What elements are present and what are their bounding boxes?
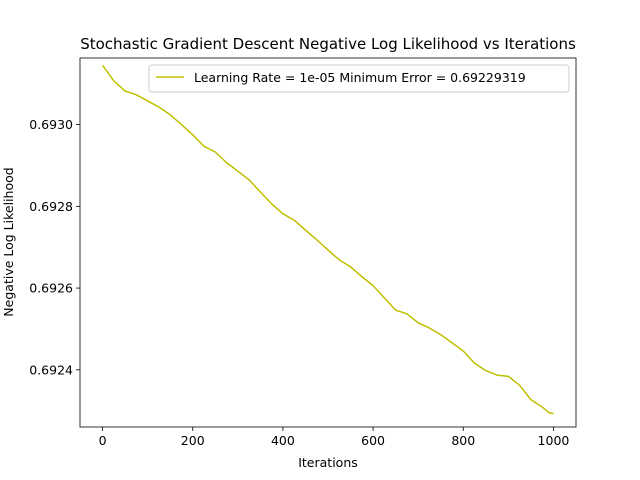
x-tick-label: 200 [181, 433, 205, 448]
y-tick-label: 0.6930 [29, 117, 73, 132]
chart-title: Stochastic Gradient Descent Negative Log… [80, 35, 576, 53]
x-tick-label: 600 [361, 433, 385, 448]
plot-area [79, 57, 577, 428]
series-line [101, 64, 554, 415]
legend: Learning Rate = 1e-05 Minimum Error = 0.… [148, 64, 570, 93]
x-tick-label: 400 [271, 433, 295, 448]
y-tick-label: 0.6928 [29, 199, 73, 214]
x-axis-ticks: 0 200 400 600 800 1000 [99, 427, 570, 448]
legend-entry-label: Learning Rate = 1e-05 Minimum Error = 0.… [194, 70, 526, 85]
x-tick-label: 0 [99, 433, 107, 448]
legend-box [148, 64, 570, 93]
y-tick-label: 0.6926 [29, 281, 73, 296]
y-tick-label: 0.6924 [29, 362, 73, 377]
axes-frame [79, 57, 577, 428]
y-axis-label: Negative Log Likelihood [1, 167, 16, 316]
x-tick-label: 800 [451, 433, 475, 448]
x-tick-label: 1000 [538, 433, 570, 448]
y-axis-ticks: 0.6924 0.6926 0.6928 0.6930 [29, 117, 80, 377]
x-axis-label: Iterations [298, 455, 358, 470]
